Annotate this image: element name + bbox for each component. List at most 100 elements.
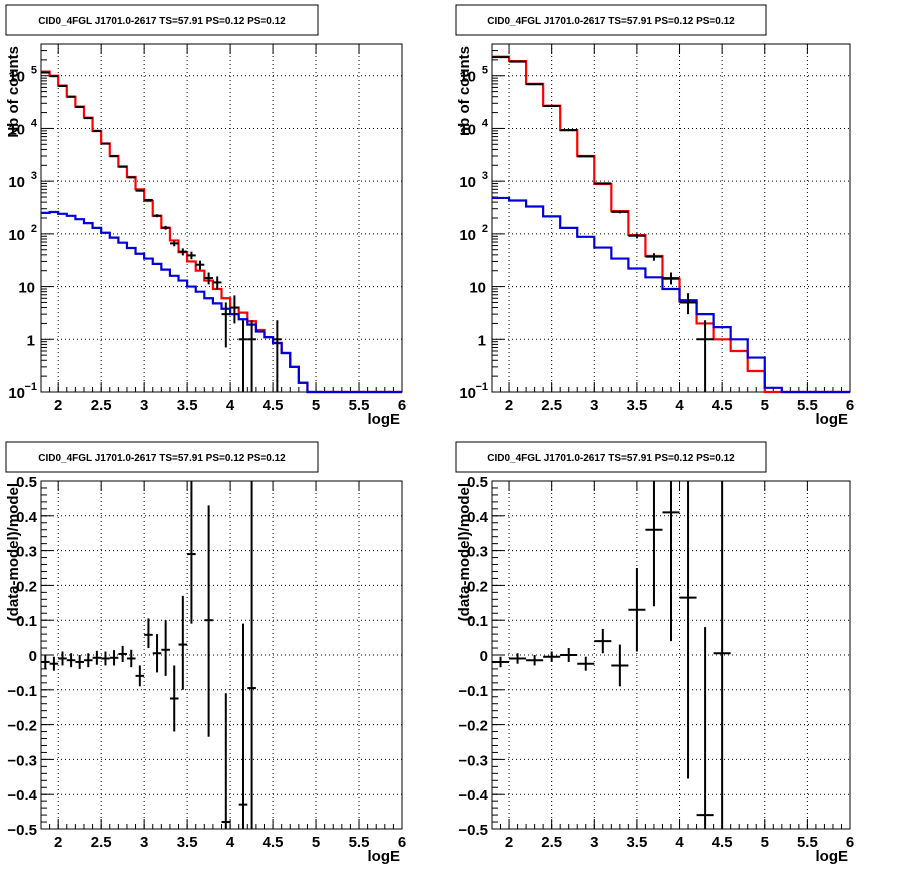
x-tick-label: 2 [54,834,62,851]
y-tick-exponent: 2 [482,223,488,235]
y-tick-label: 10 [18,280,35,297]
y-tick-label: 10 [459,69,476,86]
data-point [238,320,248,392]
x-tick-label: 4.5 [712,834,733,851]
data-point [247,481,256,829]
y-tick-label: 1 [27,332,35,349]
chart-panel-4: CID0_4FGL J1701.0-2617 TS=57.91 PS=0.12 … [455,441,854,865]
data-point [273,320,282,392]
y-tick-label: 0.1 [16,613,37,630]
y-tick-label: 10 [8,174,25,191]
x-tick-label: 4.5 [263,397,284,414]
x-tick-label: 3 [590,834,598,851]
x-tick-label: 3 [140,834,148,851]
data-point [247,320,256,392]
data-point [645,253,663,261]
y-tick-exponent: 2 [31,223,37,235]
plot-frame [491,43,851,393]
data-point [178,248,188,256]
x-tick-label: 3.5 [626,834,647,851]
data-point [611,644,629,687]
y-tick-label: 10 [8,385,25,402]
data-point [696,320,714,392]
data-point [126,176,136,179]
data-point [628,233,646,239]
y-tick-exponent: −1 [24,381,37,393]
x-tick-label: 5 [761,834,769,851]
y-tick-label: 0.5 [16,474,37,491]
x-tick-label: 5.5 [797,397,818,414]
data-point [238,623,248,829]
y-tick-label: 0.2 [467,578,488,595]
chart-title: CID0_4FGL J1701.0-2617 TS=57.91 PS=0.12 … [487,453,735,464]
y-tick-exponent: −1 [475,381,488,393]
x-tick-label: 2 [505,397,513,414]
data-point [101,651,110,666]
x-axis-label: logE [368,411,401,428]
data-points [41,481,256,829]
x-axis-label: logE [816,848,849,865]
data-point [118,165,127,168]
title-box [455,441,767,473]
y-tick-exponent: 3 [31,170,37,182]
data-point [221,302,231,348]
y-tick-label: 0.5 [467,474,488,491]
data-point [230,295,239,324]
y-axis-label: (data-model)/model [5,483,22,621]
chart-panel-1: CID0_4FGL J1701.0-2617 TS=57.91 PS=0.12 … [5,4,406,428]
y-tick-label: 0.3 [16,544,37,561]
data-points [41,71,282,392]
chart-panel-3: CID0_4FGL J1701.0-2617 TS=57.91 PS=0.12 … [5,441,406,865]
x-axis-label: logE [816,411,849,428]
data-point [75,655,84,669]
x-tick-label: 3.5 [177,834,198,851]
x-axis-label: logE [368,848,401,865]
y-tick-exponent: 5 [31,65,37,77]
data-point [92,650,102,665]
x-tick-label: 2 [505,834,513,851]
y-tick-exponent: 4 [482,117,489,129]
y-tick-label: 0 [29,648,37,665]
data-point [628,568,646,652]
y-tick-label: 10 [8,227,25,244]
data-point [109,155,119,158]
data-point [221,693,231,829]
x-tick-label: 2.5 [541,397,562,414]
data-point [713,481,731,829]
x-tick-label: 5 [761,397,769,414]
data-points [492,56,714,392]
data-point [178,595,188,690]
x-tick-label: 3.5 [626,397,647,414]
x-tick-label: 4 [226,834,235,851]
data-point [135,189,145,192]
data-point [49,656,59,671]
data-point [509,653,527,664]
data-point [594,182,612,185]
data-point [577,155,595,158]
title-box [455,4,767,36]
data-point [83,653,93,668]
x-tick-label: 3.5 [177,397,198,414]
x-tick-label: 4.5 [712,397,733,414]
data-point [109,650,119,666]
data-point [41,655,50,669]
y-tick-label: 10 [8,121,25,138]
data-point [577,656,595,671]
data-point [696,627,714,829]
x-tick-label: 5.5 [349,397,370,414]
x-tick-label: 4.5 [263,834,284,851]
data-point [169,665,179,732]
y-tick-label: 1 [478,332,486,349]
data-point [611,210,629,214]
y-axis-label: nb of counts [456,46,473,136]
data-point [195,260,205,270]
y-tick-label: 10 [8,69,25,86]
data-point [662,481,680,642]
data-point [161,620,170,676]
data-point [679,481,697,779]
x-tick-label: 5 [312,397,320,414]
y-tick-label: −0.5 [7,822,37,839]
data-point [118,645,127,662]
